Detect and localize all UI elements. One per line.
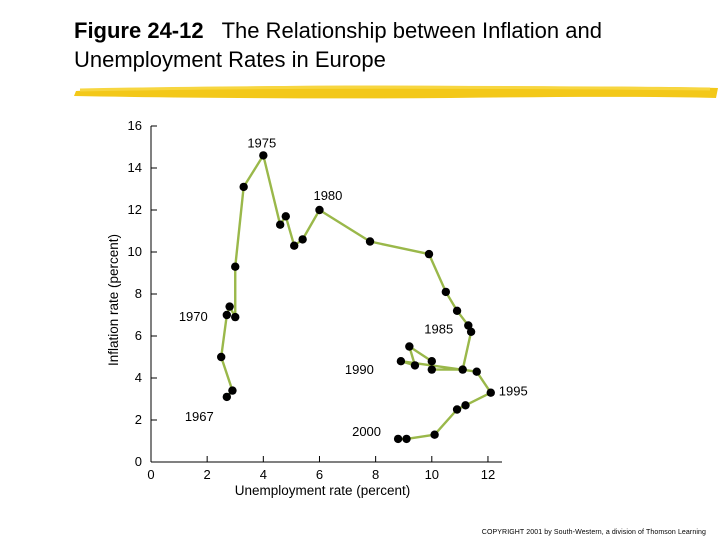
data-point [458, 365, 467, 374]
data-point [228, 386, 237, 395]
y-tick-label: 4 [135, 370, 142, 385]
x-tick-label: 2 [204, 467, 211, 482]
data-point [239, 182, 248, 192]
data-point [222, 392, 232, 402]
y-tick-label: 0 [135, 454, 142, 469]
y-tick-label: 14 [128, 160, 142, 175]
year-label: 1980 [313, 188, 342, 203]
data-point [410, 361, 420, 370]
data-point [231, 312, 240, 322]
data-point [466, 327, 476, 336]
data-point [298, 235, 307, 244]
data-markers [217, 151, 495, 444]
data-point [225, 302, 234, 311]
copyright-notice: COPYRIGHT 2001 by South-Western, a divis… [481, 529, 706, 536]
x-tick-label: 4 [260, 467, 267, 482]
data-point [464, 321, 473, 330]
data-point [393, 434, 403, 444]
y-tick-label: 2 [135, 412, 142, 427]
data-point [427, 365, 436, 374]
year-label: 1967 [185, 409, 214, 424]
yellow-brush-stroke-divider [74, 85, 718, 99]
year-annotations: 1975 1980 1970 1985 1990 1967 1995 2000 [179, 135, 528, 439]
y-tick-label: 10 [128, 244, 142, 259]
data-point [231, 262, 240, 271]
figure-title: Figure 24-12 The Relationship between In… [74, 16, 694, 74]
year-label: 1990 [345, 362, 374, 377]
data-point [405, 342, 414, 351]
data-point [452, 405, 462, 414]
figure-title-text: The Relationship between Inflation and U… [74, 18, 602, 72]
axis-ticks: 0 2 4 6 8 10 12 14 16 0 2 4 6 8 10 12 [128, 118, 496, 482]
year-label: 1985 [424, 322, 453, 337]
data-point [315, 205, 324, 215]
data-point [217, 352, 226, 362]
data-point [259, 151, 268, 160]
series-line-group [219, 154, 492, 441]
data-point [396, 357, 406, 366]
y-tick-label: 8 [135, 286, 142, 301]
data-point [290, 241, 299, 250]
figure-number: Figure 24-12 [74, 18, 204, 43]
data-point [275, 220, 285, 229]
data-point [430, 430, 439, 439]
x-tick-label: 0 [147, 467, 154, 482]
x-tick-label: 6 [316, 467, 323, 482]
x-tick-label: 12 [481, 467, 495, 482]
year-label: 1970 [179, 309, 208, 324]
data-point [281, 212, 290, 221]
y-tick-label: 12 [128, 202, 142, 217]
brush-stroke-highlight [79, 85, 711, 92]
data-point [461, 401, 470, 410]
data-point [222, 310, 232, 320]
year-label: 2000 [352, 424, 381, 439]
data-point [441, 287, 451, 297]
y-tick-label: 6 [135, 328, 142, 343]
x-tick-label: 8 [372, 467, 379, 482]
y-tick-label: 16 [128, 118, 142, 133]
data-point [472, 367, 481, 376]
data-point [402, 434, 411, 444]
data-point [365, 237, 375, 246]
year-label: 1995 [499, 384, 528, 399]
series-line [219, 154, 492, 441]
data-point [427, 357, 436, 366]
data-point [452, 306, 462, 315]
y-axis-label: Inflation rate (percent) [106, 234, 121, 366]
year-label: 1975 [247, 135, 276, 150]
x-axis-label: Unemployment rate (percent) [235, 483, 411, 498]
x-tick-label: 10 [425, 467, 439, 482]
data-point [424, 249, 434, 259]
data-point [486, 388, 495, 397]
